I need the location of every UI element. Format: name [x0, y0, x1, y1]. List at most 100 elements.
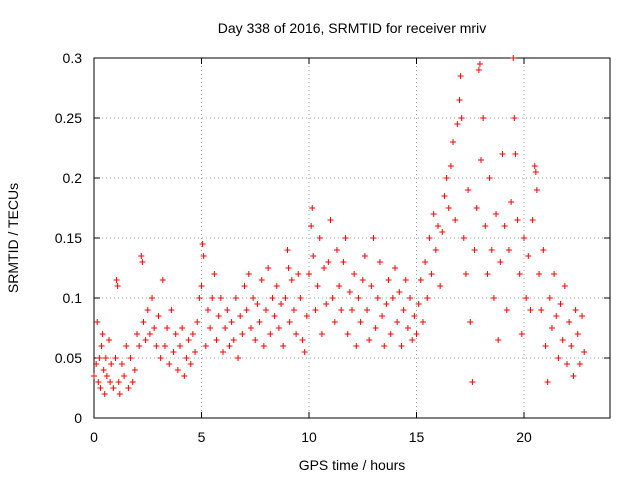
data-point	[551, 271, 558, 277]
data-point	[235, 355, 242, 361]
data-point	[450, 139, 457, 145]
data-point	[533, 187, 540, 193]
data-point	[387, 331, 394, 337]
data-point	[486, 175, 493, 181]
data-point	[297, 295, 304, 301]
data-point	[407, 295, 414, 301]
data-point	[480, 115, 487, 121]
y-tick-label: 0	[74, 410, 82, 426]
data-point	[228, 319, 235, 325]
data-point	[383, 301, 390, 307]
data-point	[548, 325, 555, 331]
data-point	[503, 307, 510, 313]
y-tick-label: 0.25	[55, 110, 82, 126]
data-point	[445, 205, 452, 211]
data-point	[280, 343, 287, 349]
data-point	[424, 295, 431, 301]
data-point	[286, 319, 293, 325]
data-point	[400, 307, 407, 313]
data-point	[392, 265, 398, 271]
data-point	[213, 337, 220, 343]
data-point	[107, 379, 114, 385]
data-point	[153, 343, 160, 349]
data-point	[404, 325, 411, 331]
data-point	[512, 151, 519, 157]
data-point	[456, 97, 463, 103]
data-point	[572, 307, 579, 313]
data-point	[144, 307, 151, 313]
data-point	[97, 385, 104, 391]
data-point	[574, 331, 581, 337]
data-point	[194, 319, 201, 325]
data-point	[525, 253, 532, 259]
data-point	[198, 283, 205, 289]
data-point	[103, 373, 110, 379]
data-point	[309, 205, 316, 211]
data-point	[493, 211, 500, 217]
y-tick-label: 0.15	[55, 230, 82, 246]
data-point	[237, 313, 244, 319]
data-point	[415, 301, 422, 307]
data-point	[511, 115, 518, 121]
data-point	[553, 313, 560, 319]
data-point	[312, 307, 319, 313]
data-point	[327, 217, 334, 223]
data-point	[581, 349, 588, 355]
data-point	[273, 283, 280, 289]
data-point	[125, 385, 132, 391]
chart-title: Day 338 of 2016, SRMTID for receiver mri…	[218, 20, 486, 36]
data-point	[559, 337, 566, 343]
data-point	[566, 319, 573, 325]
data-point	[516, 271, 523, 277]
data-point	[96, 355, 103, 361]
data-point	[482, 223, 489, 229]
data-point	[385, 277, 392, 283]
data-point	[443, 175, 450, 181]
data-point	[247, 325, 254, 331]
data-point	[465, 187, 472, 193]
data-point	[490, 295, 497, 301]
data-point	[303, 313, 310, 319]
data-point	[532, 169, 539, 175]
data-point	[301, 349, 308, 355]
data-point	[115, 379, 122, 385]
data-point	[102, 355, 109, 361]
data-point	[181, 373, 188, 379]
data-point	[217, 295, 224, 301]
data-point	[99, 331, 106, 337]
data-point	[95, 379, 102, 385]
data-point	[454, 121, 461, 127]
data-point	[349, 307, 355, 313]
data-point	[265, 265, 272, 271]
data-point	[402, 277, 409, 283]
data-point	[278, 301, 285, 307]
data-point	[211, 271, 218, 277]
data-point	[174, 367, 181, 373]
data-point	[131, 367, 138, 373]
data-point	[146, 331, 153, 337]
data-point	[439, 229, 446, 235]
data-point	[441, 193, 448, 199]
data-point	[285, 265, 292, 271]
data-point	[389, 295, 396, 301]
data-point	[576, 361, 583, 367]
data-point	[112, 355, 119, 361]
data-point	[458, 115, 465, 121]
data-point	[94, 319, 101, 325]
x-tick-label: 10	[301, 429, 317, 445]
data-point	[250, 295, 257, 301]
data-point	[252, 337, 259, 343]
data-point	[510, 55, 517, 61]
data-point	[177, 343, 183, 349]
data-point	[495, 337, 502, 343]
data-point	[546, 295, 553, 301]
data-point	[364, 307, 371, 313]
data-point	[538, 307, 545, 313]
data-point	[110, 385, 117, 391]
data-point	[142, 337, 149, 343]
data-point	[209, 295, 216, 301]
data-point	[318, 331, 325, 337]
data-point	[199, 241, 206, 247]
x-axis-label: GPS time / hours	[299, 457, 406, 473]
